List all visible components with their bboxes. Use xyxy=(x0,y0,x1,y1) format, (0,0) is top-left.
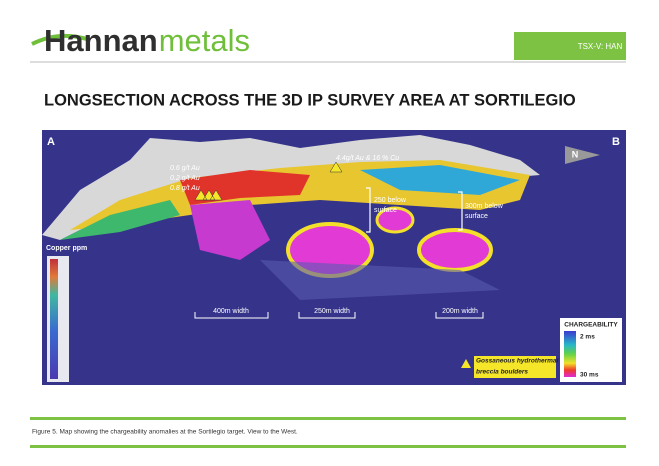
sample-markers xyxy=(194,161,343,201)
anomaly-magenta xyxy=(190,200,270,260)
depth-label: 300m below xyxy=(465,203,504,210)
legend-high: 30 ms xyxy=(580,372,599,379)
corner-a: A xyxy=(47,136,55,148)
depth-label: 250 below xyxy=(374,197,407,204)
footer-rule xyxy=(30,445,626,448)
boulder-label: Gossaneous hydrothermal xyxy=(476,358,559,365)
depth-label: surface xyxy=(374,207,397,214)
footer-rule xyxy=(30,417,626,420)
width-bracket xyxy=(435,312,484,319)
legend-title: CHARGEABILITY xyxy=(564,322,618,329)
width-bracket xyxy=(194,312,269,319)
boulder-label: breccia boulders xyxy=(476,369,528,376)
boulder-marker xyxy=(461,359,471,368)
width-bracket xyxy=(298,312,356,319)
assay-label: 0.8 g/t Au xyxy=(170,185,200,192)
corner-b: B xyxy=(612,136,620,148)
chargeability-scale xyxy=(564,331,576,377)
anomaly-pod xyxy=(417,228,493,272)
anomaly-pod xyxy=(375,206,415,234)
logo-bold: Hannan xyxy=(44,23,158,58)
width-label: 200m width xyxy=(442,308,478,315)
assay-label: 0.2 g/t Au xyxy=(170,175,200,182)
legend-low: 2 ms xyxy=(580,334,595,341)
caption: Figure 5. Map showing the chargeability … xyxy=(32,429,298,436)
depth-bracket xyxy=(366,187,371,233)
depth-bracket xyxy=(458,191,463,231)
depth-label: surface xyxy=(465,213,488,220)
boulder-label-bg xyxy=(474,356,556,378)
assay-label: 0.6 g/t Au xyxy=(170,165,200,172)
width-label: 250m width xyxy=(314,308,350,315)
ticker-box xyxy=(514,32,626,60)
width-label: 400m width xyxy=(213,308,249,315)
copper-scale xyxy=(50,259,58,379)
anomaly-green xyxy=(60,200,180,240)
title: LONGSECTION ACROSS THE 3D IP SURVEY AREA… xyxy=(44,91,576,109)
north-arrow xyxy=(565,146,600,164)
assay-label: 4.4g/t Au & 16 % Cu xyxy=(336,155,399,162)
anomaly-blue xyxy=(360,165,520,195)
logo-swoosh xyxy=(31,33,91,46)
ticker: TSX-V: HAN xyxy=(578,42,623,51)
lower-zone xyxy=(260,260,500,300)
logo-light: metals xyxy=(159,23,250,58)
north-label: N xyxy=(572,149,579,159)
copper-title: Copper ppm xyxy=(46,245,87,252)
